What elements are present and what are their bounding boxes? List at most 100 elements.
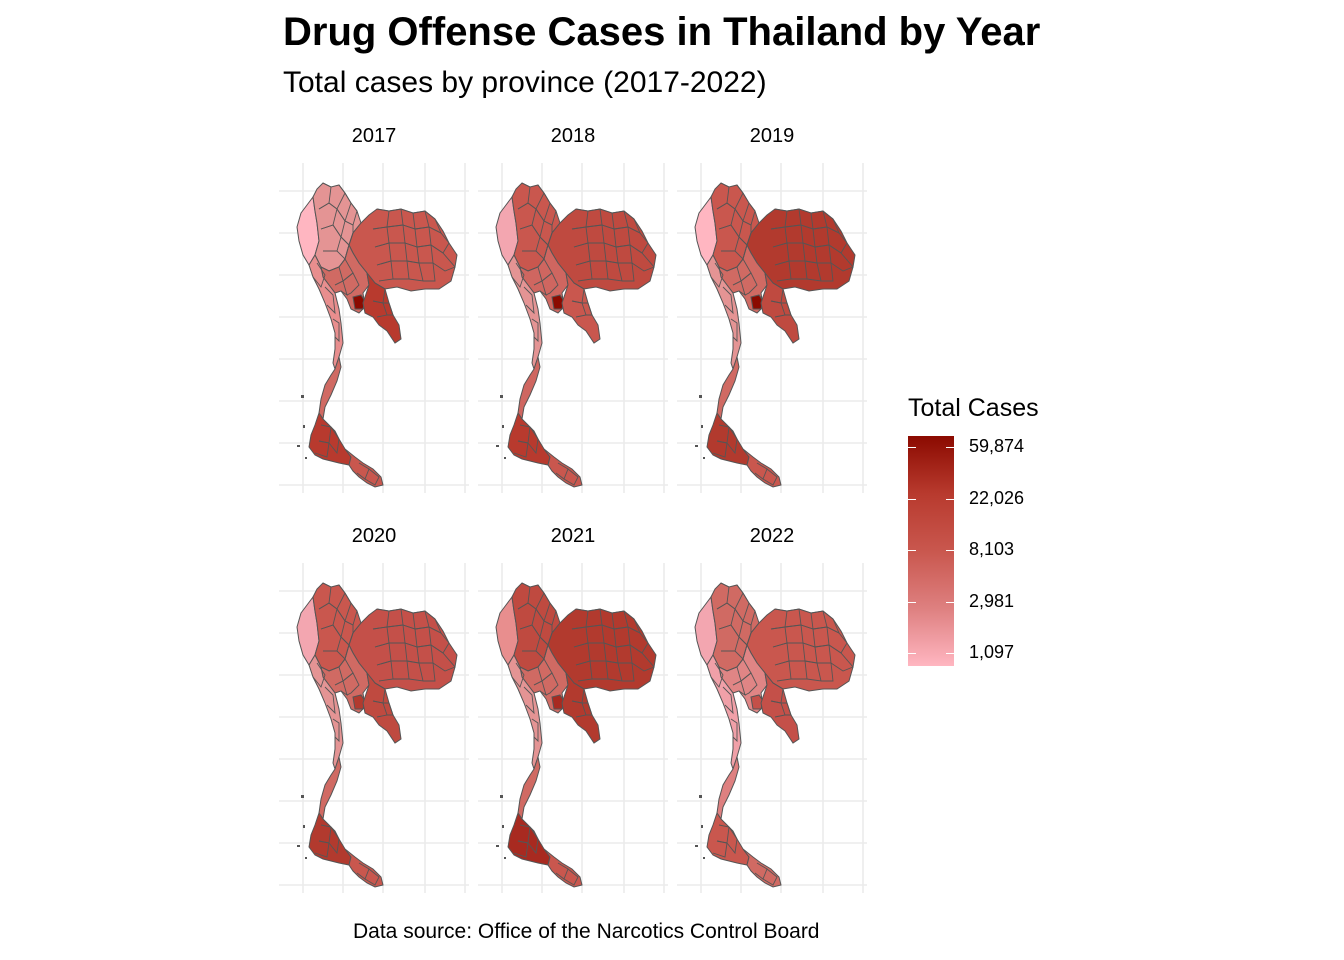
province-border: [372, 700, 388, 718]
legend-tick-right: [946, 653, 954, 654]
province-border: [575, 260, 593, 282]
province-border: [383, 702, 394, 716]
legend-tick-left: [908, 499, 916, 500]
province-border: [762, 468, 778, 486]
province-border: [828, 244, 854, 272]
province-border: [541, 272, 559, 296]
legend-tick-left: [908, 447, 916, 448]
island: [496, 845, 499, 847]
province-border: [513, 840, 529, 858]
province-border: [328, 426, 340, 455]
facet-label: 2020: [351, 525, 397, 547]
legend-colorbar: [908, 436, 954, 666]
region-south: [706, 811, 750, 866]
thailand-map: [677, 163, 867, 493]
region-east: [760, 671, 800, 744]
province-border: [334, 680, 348, 697]
island: [303, 425, 305, 428]
province-border: [629, 644, 655, 672]
province-border: [710, 662, 724, 688]
island: [301, 395, 304, 398]
province-border: [406, 660, 424, 682]
province-border: [781, 702, 792, 716]
province-border: [541, 672, 559, 696]
province-border: [582, 702, 593, 716]
province-border: [332, 718, 340, 743]
province-border: [762, 868, 778, 886]
region-south: [706, 411, 750, 466]
province-border: [372, 300, 388, 318]
province-border: [629, 244, 655, 272]
province-border: [356, 462, 370, 480]
province-border: [590, 260, 609, 280]
province-border: [328, 826, 340, 855]
province-border: [332, 318, 340, 343]
island: [305, 457, 307, 459]
province-border: [734, 236, 748, 260]
province-border: [511, 662, 525, 688]
province-border: [364, 468, 380, 486]
province-border: [754, 862, 768, 880]
legend-tick-right: [946, 602, 954, 603]
island: [504, 457, 506, 459]
province-border: [722, 286, 734, 315]
region-west: [706, 253, 742, 371]
province-border: [770, 300, 786, 318]
region-deep_south: [543, 848, 583, 888]
province-border: [828, 644, 854, 672]
region-west: [308, 253, 344, 371]
province-border: [336, 636, 350, 660]
facet-label: 2018: [550, 125, 596, 147]
region-deep_south: [543, 448, 583, 488]
province-border: [511, 262, 525, 288]
province-border: [527, 426, 539, 455]
legend-label: 22,026: [969, 488, 1025, 508]
island: [500, 795, 503, 798]
island: [699, 395, 702, 398]
province-border: [376, 660, 394, 682]
island: [502, 825, 504, 828]
island: [504, 857, 506, 859]
province-border: [334, 280, 348, 297]
region-west: [507, 653, 543, 771]
map-gridlines: [677, 163, 867, 493]
province-border: [513, 440, 529, 458]
province-border: [342, 672, 360, 696]
island: [500, 395, 503, 398]
island: [701, 825, 703, 828]
province-border: [734, 636, 748, 660]
province-border: [571, 700, 587, 718]
island: [695, 445, 698, 447]
legend-tick-right: [946, 550, 954, 551]
province-border: [312, 262, 326, 288]
province-border: [383, 302, 394, 316]
province-border: [535, 636, 549, 660]
chart-subtitle: Total cases by province (2017-2022): [283, 66, 767, 99]
facet-label: 2021: [550, 525, 596, 547]
region-south: [308, 811, 352, 866]
province-border: [781, 302, 792, 316]
province-border: [740, 272, 758, 296]
province-border: [533, 280, 547, 297]
province-border: [726, 426, 738, 455]
province-border: [590, 660, 609, 680]
province-border: [356, 862, 370, 880]
island: [297, 445, 300, 447]
province-border: [789, 260, 808, 280]
legend-tick-left: [908, 550, 916, 551]
province-border: [618, 262, 635, 282]
region-south_upper: [517, 355, 541, 421]
facet-label: 2022: [749, 525, 795, 547]
region-west: [706, 653, 742, 771]
province-border: [605, 660, 623, 682]
province-border: [730, 718, 738, 743]
province-border: [523, 686, 535, 715]
province-border: [582, 302, 593, 316]
province-border: [730, 318, 738, 343]
region-deep_south: [742, 448, 782, 488]
legend-tick-right: [946, 447, 954, 448]
thailand-map: [478, 563, 668, 893]
region-east: [362, 671, 402, 744]
data-source-caption: Data source: Office of the Narcotics Con…: [353, 920, 820, 943]
province-border: [563, 468, 579, 486]
